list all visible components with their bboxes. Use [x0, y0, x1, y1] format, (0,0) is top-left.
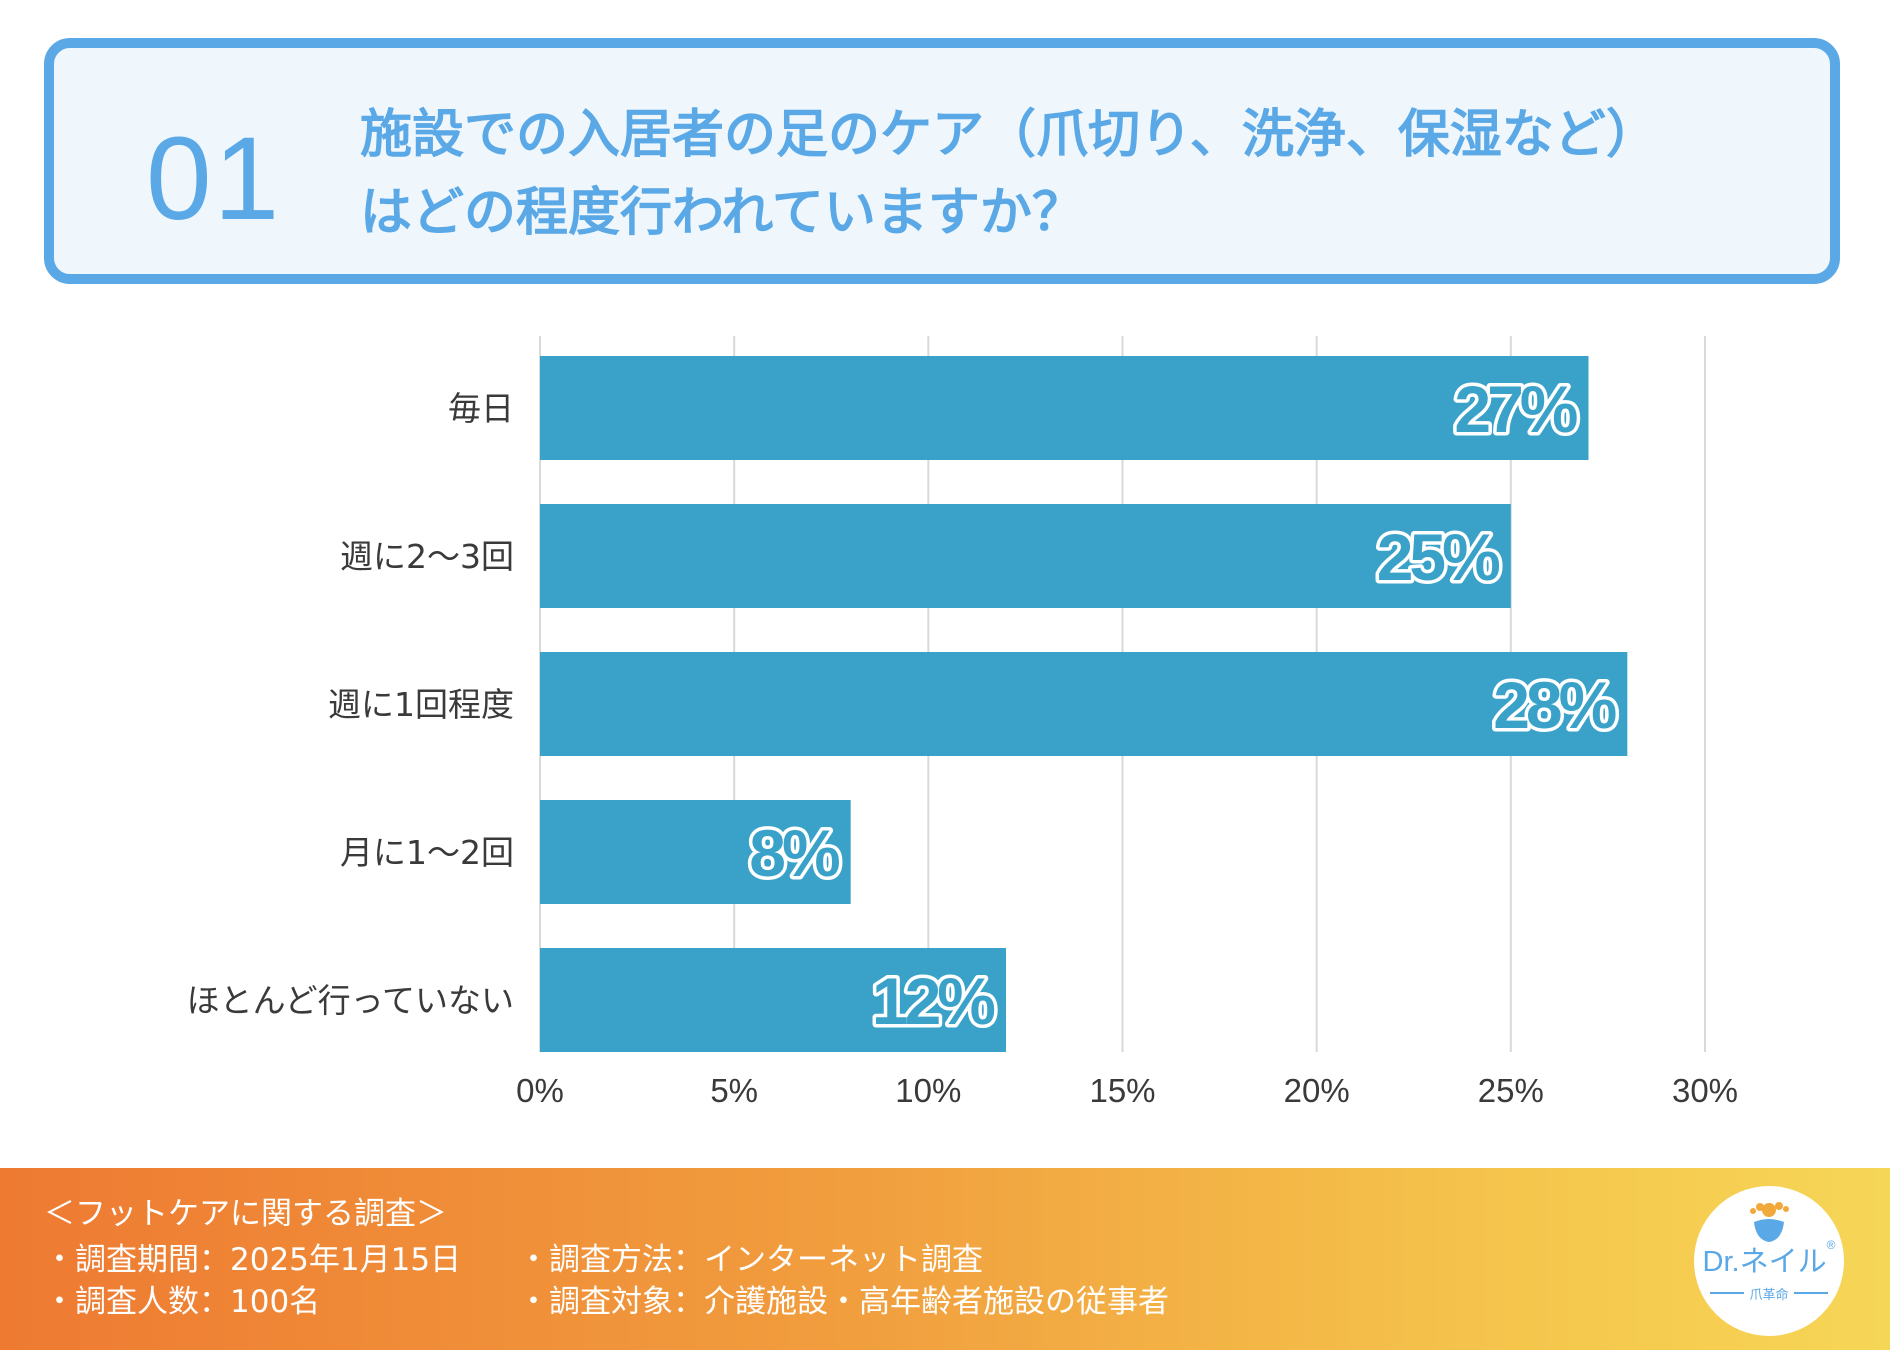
question-text: 施設での入居者の足のケア（爪切り、洗浄、保湿など） はどの程度行われていますか？	[360, 96, 1658, 252]
bar	[540, 504, 1511, 608]
category-label: 毎日	[448, 389, 514, 428]
logo-name: ネイル	[1739, 1246, 1827, 1278]
bar	[540, 948, 1006, 1052]
x-tick-label: 15%	[1089, 1072, 1155, 1109]
data-label: 27%	[1454, 372, 1576, 446]
survey-footer: ＜フットケアに関する調査＞ ・調査期間：2025年1月15日 ・調査方法：インタ…	[0, 1168, 1890, 1350]
x-tick-label: 25%	[1478, 1072, 1544, 1109]
foot-icon	[1750, 1202, 1789, 1242]
bar-chart: 毎日 27% 週に2〜3回 25% 週に1回程度 28% 月に1〜2回 8% ほとんど行っていな…	[187, 336, 1738, 1109]
category-label: 週に1回程度	[328, 685, 514, 724]
category-label: 週に2〜3回	[340, 537, 514, 576]
survey-respondents: ・調査人数：100名	[44, 1284, 321, 1320]
x-tick-label: 0%	[516, 1072, 564, 1109]
question-box: 01 施設での入居者の足のケア（爪切り、洗浄、保湿など） はどの程度行われていま…	[44, 38, 1840, 284]
x-tick-label: 30%	[1672, 1072, 1738, 1109]
logo-rule-right	[1794, 1292, 1828, 1294]
survey-period: ・調査期間：2025年1月15日	[44, 1242, 462, 1278]
data-label: 12%	[872, 964, 994, 1038]
logo-registered: ®	[1826, 1238, 1836, 1252]
bar	[540, 652, 1628, 756]
x-tick-label: 5%	[710, 1072, 758, 1109]
survey-target: ・調査対象：介護施設・高年齢者施設の従事者	[518, 1284, 1169, 1320]
question-line-1: 施設での入居者の足のケア（爪切り、洗浄、保湿など）	[360, 105, 1658, 165]
question-line-2: はどの程度行われていますか？	[360, 183, 1084, 243]
logo-wordmark: Dr.ネイル®	[1694, 1238, 1844, 1280]
logo-dr: Dr.	[1702, 1246, 1740, 1278]
x-tick-label: 20%	[1284, 1072, 1350, 1109]
survey-heading: ＜フットケアに関する調査＞	[44, 1196, 447, 1232]
data-label: 28%	[1493, 668, 1615, 742]
category-label: 月に1〜2回	[340, 833, 514, 872]
dr-nail-logo: Dr.ネイル® 爪革命	[1694, 1186, 1844, 1336]
data-label: 25%	[1377, 520, 1499, 594]
logo-subtitle: 爪革命	[1749, 1288, 1789, 1303]
data-label: 8%	[749, 816, 839, 890]
survey-method: ・調査方法：インターネット調査	[518, 1242, 983, 1278]
question-number: 01	[146, 113, 282, 245]
bar	[540, 800, 851, 904]
bar	[540, 356, 1589, 460]
x-tick-label: 10%	[895, 1072, 961, 1109]
logo-rule-left	[1710, 1292, 1744, 1294]
category-label: ほとんど行っていない	[187, 981, 514, 1020]
